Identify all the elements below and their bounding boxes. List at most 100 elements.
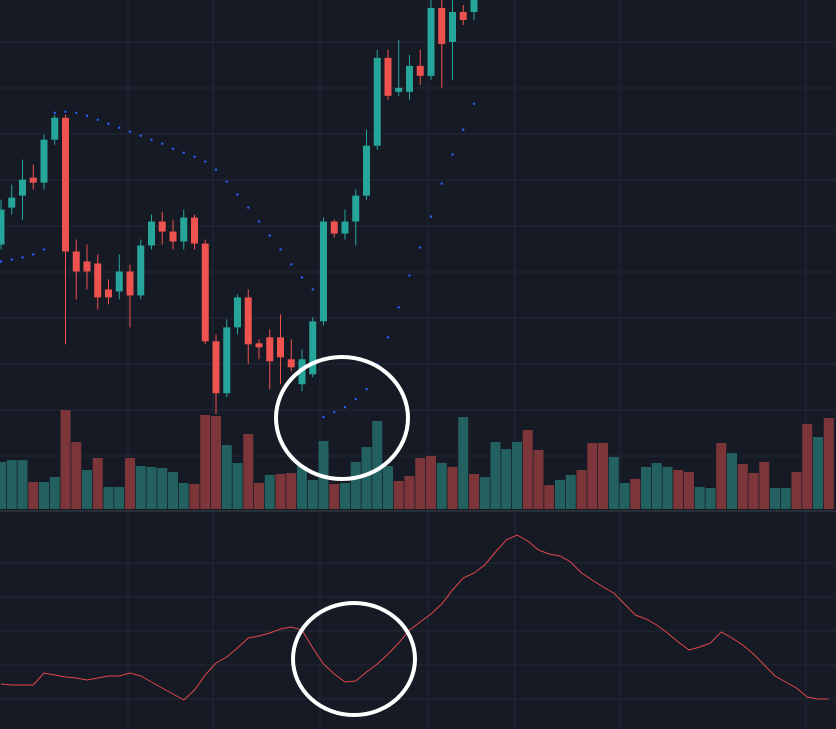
sar-dot [333,410,336,414]
volume-bar [221,445,232,509]
volume-bar [350,462,361,509]
volume-bar [587,443,598,509]
volume-bar [673,470,684,509]
volume-bar [565,475,576,509]
sar-dot [85,114,89,117]
volume-bar [178,483,189,509]
sar-dot [171,147,175,150]
sar-dot [42,248,46,251]
volume-bar [555,480,565,509]
volume-bar [458,417,469,509]
sar-dot [451,153,454,156]
candle-body [373,57,381,146]
sar-dot [311,288,314,291]
sar-dot [354,398,357,401]
candle-body [191,217,198,244]
sar-dot [96,118,99,121]
candle-body [352,195,360,222]
candle-body [255,343,263,348]
volume-bar [791,472,802,509]
volume-bar [641,467,651,509]
volume-bar [813,437,823,509]
volume-bar [576,470,587,509]
candle-body [158,221,166,232]
candle-body [470,0,478,12]
volume-bar [329,484,340,509]
candle-body [223,327,231,394]
volume-bar [168,472,178,509]
volume-bar [705,488,716,509]
volume-bar [211,416,221,509]
candle-body [212,341,220,394]
sar-dot [53,111,56,114]
candle-body [406,65,413,92]
volume-bar [125,458,135,509]
volume-bar [114,487,125,509]
volume-bar [447,467,458,509]
volume-bar [297,466,307,509]
sar-dot [193,155,196,158]
volume-bar [361,447,372,509]
volume-bar [479,477,490,509]
candle-body [234,297,241,328]
candle-body [62,117,69,252]
volume-bar [608,457,619,509]
annotations [274,355,417,717]
volume-bar [737,464,748,509]
sar-dot [365,388,368,391]
candle-body [449,11,456,42]
volume-bar [651,463,662,509]
volume-bar [426,456,436,509]
candle-body [83,261,91,272]
sar-dot [462,128,465,131]
sar-dot [128,130,132,133]
candle-body [180,217,188,242]
candle-body [341,221,349,234]
candle-body [148,221,155,246]
candle-body [438,7,446,44]
sar-dot [300,276,304,279]
sar-dot [64,110,67,113]
volume-bar [630,479,641,509]
sar-dot [397,306,400,309]
volume-bar [802,424,813,509]
sar-dot [214,168,218,171]
volume-bar [39,482,49,509]
sar-dot [118,126,121,129]
volume-bar [0,462,6,509]
candle-body [94,263,102,298]
volume-bar [716,443,727,509]
volume-bar [28,482,39,509]
sar-dot [386,336,390,339]
candle-body [363,145,370,196]
sar-dot [204,160,207,163]
volume-bar [770,488,780,509]
sar-dot [21,256,24,259]
candle-body [137,245,145,296]
candle-body [309,321,317,375]
volume-bar [404,476,415,509]
sar-dot [419,246,422,249]
candle-body [19,179,26,196]
sar-dot [429,215,433,218]
volume-bar [748,473,759,509]
volume-bar [82,470,92,509]
candle-body [51,117,59,140]
candle-body [395,87,403,92]
indicator-panel [0,534,829,701]
volume-bar [264,475,275,509]
candle-body [72,251,80,272]
sar-dot [247,206,250,209]
volume-bar [189,484,200,509]
volume-bar [103,487,114,509]
sar-dot [279,248,282,251]
volume-bar [823,418,834,509]
sar-dot [75,111,78,114]
volume-bar [243,434,254,509]
sar-dot [161,142,164,145]
volume-bar [662,467,673,509]
volume-bar [372,421,383,509]
candle-body [244,297,252,345]
volume-bar [727,453,737,509]
